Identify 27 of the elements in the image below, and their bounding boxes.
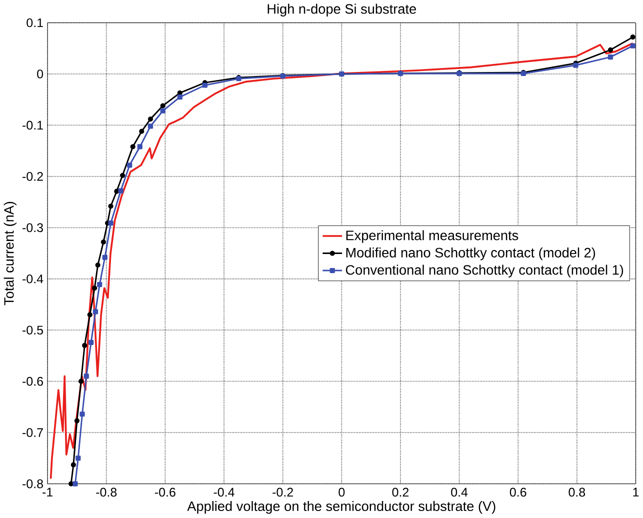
y-tick-label: -0.5 xyxy=(22,326,43,335)
legend-label: Conventional nano Schottky contact (model 1) xyxy=(346,264,624,278)
y-tick-label: -0.6 xyxy=(22,377,43,386)
y-tick-label: -0.1 xyxy=(22,121,43,130)
x-tick-label: 1 xyxy=(633,488,639,497)
legend-label: Experimental measurements xyxy=(346,230,518,244)
x-tick-label: -0.8 xyxy=(96,488,117,497)
x-tick-label: 0.2 xyxy=(392,488,409,497)
y-tick-label: 0.1 xyxy=(26,18,43,28)
y-axis-title: Total current (nA) xyxy=(4,202,16,306)
x-tick-label: 0 xyxy=(338,488,345,497)
y-tick-label: -0.3 xyxy=(22,223,43,232)
chart-title: High n-dope Si substrate xyxy=(268,4,416,17)
x-tick-label: -0.2 xyxy=(272,488,293,497)
x-tick-label: 0.4 xyxy=(451,488,468,497)
x-tick-label: -0.6 xyxy=(154,488,176,497)
y-tick-label: -0.8 xyxy=(22,480,43,488)
y-tick-label: -0.4 xyxy=(22,274,44,284)
legend-label: Modified nano Schottky contact (model 2) xyxy=(346,248,596,260)
x-tick-label: 0.6 xyxy=(510,488,526,497)
y-tick-label: -0.2 xyxy=(22,172,43,182)
x-tick-label: 0.8 xyxy=(568,488,586,497)
y-tick-label: 0 xyxy=(37,70,44,79)
x-tick-label: -0.4 xyxy=(214,488,234,497)
x-axis-title: Applied voltage on the semiconductor substrate (V) xyxy=(187,501,496,514)
x-tick-label: -1 xyxy=(42,488,52,497)
y-tick-label: -0.7 xyxy=(22,428,43,438)
